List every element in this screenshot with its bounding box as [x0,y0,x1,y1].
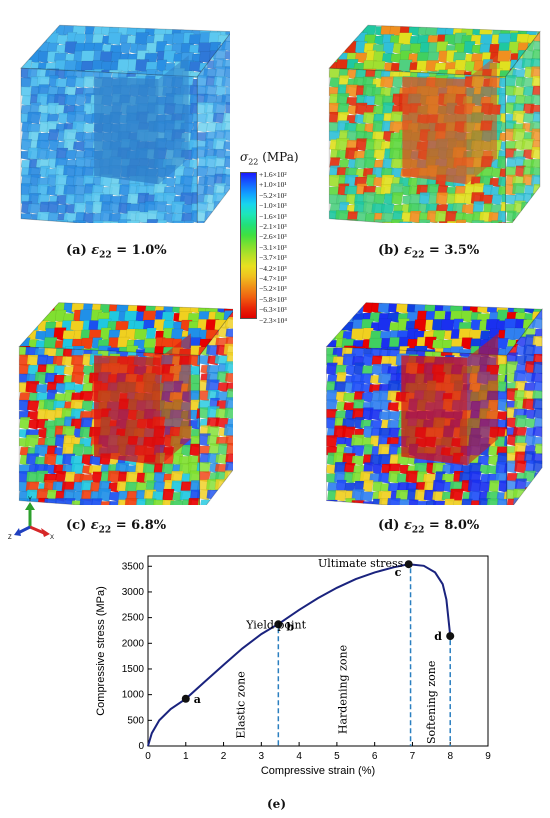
y-tick-label: 1500 [122,664,145,675]
panel-a [10,8,230,223]
x-tick-label: 7 [410,751,416,762]
annotation-ultimate: Ultimate stress [318,557,404,570]
x-tick-label: 2 [221,751,227,762]
axes-triad: Y X Z [8,497,54,541]
point-label-b: b [286,620,294,633]
point-c [404,560,413,569]
legend-label: −1.0×10³ [259,201,287,211]
y-tick-label: 0 [138,741,144,752]
caption-e: (e) [267,797,286,811]
plot-frame [147,555,489,747]
panel-b [318,8,543,223]
cube-d [325,302,543,505]
point-label-c: c [395,566,402,579]
legend-label: −4.7×10³ [259,274,287,284]
cube-a [20,24,230,223]
x-axis-arrow [29,525,45,535]
caption-b: (b) ε22 = 3.5% [378,243,480,261]
y-axis-head [25,502,35,510]
annotation-elastic: Elastic zone [234,671,247,738]
cube-cavity-side [466,55,497,185]
legend-label: −5.2×10³ [259,284,287,294]
y-tick-label: 3000 [122,587,145,598]
point-label-a: a [194,693,201,706]
point-a [181,694,190,703]
caption-a: (a) ε22 = 1.0% [66,243,167,261]
x-tick-label: 8 [447,751,453,762]
panel-d [315,285,545,505]
caption-c: (c) ε22 = 6.8% [66,518,167,536]
y-tick-label: 500 [127,715,144,726]
legend-label: −2.1×10³ [259,222,287,232]
panel-c [8,285,233,505]
point-label-d: d [434,630,442,643]
legend-title: σ22 (MPa) [240,150,299,167]
legend-label: −5.2×10² [259,190,287,200]
x-tick-label: 3 [259,751,265,762]
legend-colorbar [240,172,257,319]
x-axis-head [41,528,50,537]
cube-cavity-side [158,55,189,185]
y-tick-label: 3500 [122,561,145,572]
z-axis-label: Z [8,535,12,541]
legend-label: −1.6×10³ [259,211,287,221]
x-tick-label: 6 [372,751,378,762]
legend-label: −5.8×10³ [259,294,287,304]
cube-cavity [94,76,159,185]
cube-cavity [401,355,468,466]
x-tick-label: 5 [334,751,340,762]
y-tick-label: 2000 [122,638,145,649]
cube-cavity [94,355,161,466]
legend-label: −3.1×10³ [259,242,287,252]
stress-strain-chart: 0 1 2 3 4 5 6 7 8 9 0 500 1000 1500 2000 2500 3000 3500 Co… [90,548,540,778]
cube-cavity [402,76,467,185]
x-tick-label: 1 [183,751,189,762]
y-tick-label: 2500 [122,613,145,624]
cube-cavity-side [160,333,191,466]
legend-labels: +1.6×10² +1.0×10¹ −5.2×10² −1.0×10³ −1.6×10³… [259,170,287,326]
legend-label: −3.7×10³ [259,253,287,263]
legend-label: +1.6×10² [259,170,287,179]
y-axis-label: Compressive stress (MPa) [95,586,107,716]
annotation-hardening: Hardening zone [336,645,349,734]
point-b [274,620,283,629]
x-axis-label: X [50,535,54,541]
x-tick-label: 9 [485,751,491,762]
legend-label: +1.0×10¹ [259,180,287,190]
legend-label: −2.3×10⁴ [259,315,287,325]
x-tick-label: 0 [145,751,151,762]
x-tick-label: 4 [296,751,302,762]
chart-svg: 0 1 2 3 4 5 6 7 8 9 0 500 1000 1500 2000 2500 3000 3500 Co… [95,555,491,777]
point-d [446,632,455,641]
annotation-yield: Yield point [245,618,306,631]
stress-curve [147,563,452,747]
y-axis-label: Y [28,497,32,503]
cube-face [19,302,233,356]
legend-label: −4.2×10³ [259,263,287,273]
cube-cavity-side [467,333,499,466]
y-tick-label: 1000 [122,690,145,701]
legend-label: −2.6×10³ [259,232,287,242]
stress-legend: σ22 (MPa) +1.6×10² +1.0×10¹ −5.2×10² −1.0×1… [235,150,355,325]
x-axis-label: Compressive strain (%) [261,765,375,777]
annotation-softening: Softening zone [425,661,438,744]
caption-d: (d) ε22 = 8.0% [378,518,480,536]
cube-b [328,24,541,223]
z-axis-head [14,528,21,536]
cube-c [18,302,233,505]
legend-label: −6.3×10³ [259,305,287,315]
